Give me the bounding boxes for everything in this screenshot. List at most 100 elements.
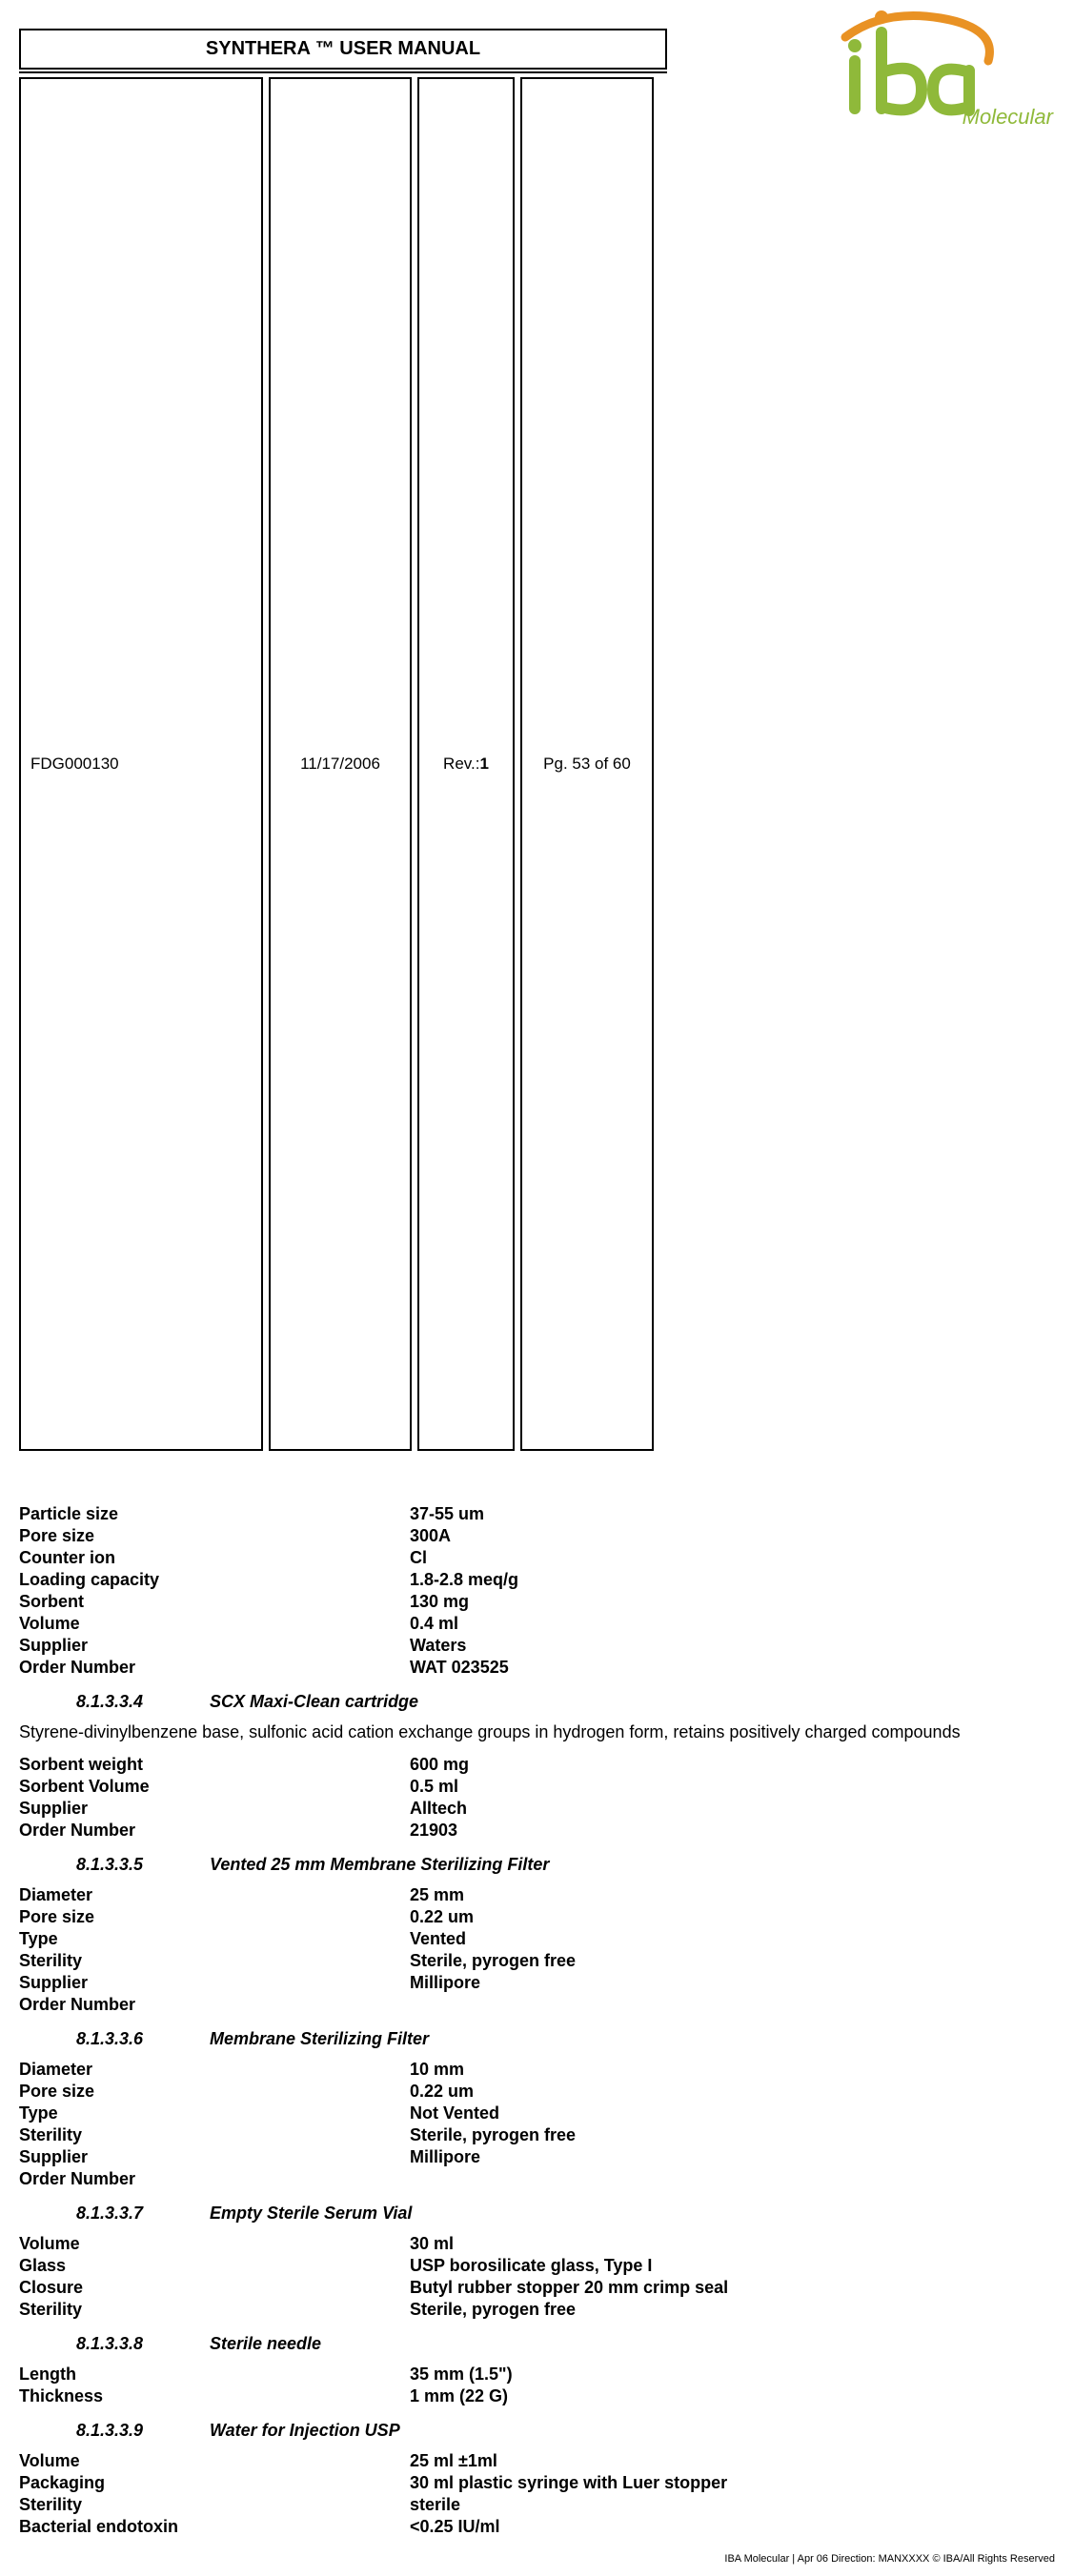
section-title: Water for Injection USP xyxy=(210,2421,1055,2441)
spec-value: 10 mm xyxy=(410,2059,1055,2081)
spec-row: Diameter25 mm xyxy=(19,1884,1055,1906)
section-number: 8.1.3.3.8 xyxy=(76,2334,210,2354)
spec-label: Pore size xyxy=(19,1525,410,1547)
spec-label: Bacterial endotoxin xyxy=(19,2516,410,2538)
spec-row: Volume25 ml ±1ml xyxy=(19,2450,1055,2472)
spec-value xyxy=(410,2168,1055,2190)
spec-value: 0.22 um xyxy=(410,2081,1055,2103)
spec-row: SupplierAlltech xyxy=(19,1798,1055,1820)
spec-label: Supplier xyxy=(19,2146,410,2168)
spec-label: Sorbent weight xyxy=(19,1754,410,1776)
spec-label: Length xyxy=(19,2364,410,2385)
spec-row: ClosureButyl rubber stopper 20 mm crimp … xyxy=(19,2277,1055,2299)
doc-revision: Rev.: 1 xyxy=(417,77,515,1451)
spec-label: Sterility xyxy=(19,2299,410,2321)
spec-label: Loading capacity xyxy=(19,1569,410,1591)
spec-row: Loading capacity1.8-2.8 meq/g xyxy=(19,1569,1055,1591)
spec-value: 130 mg xyxy=(410,1591,1055,1613)
spec-label: Sterility xyxy=(19,1950,410,1972)
spec-value: 0.5 ml xyxy=(410,1776,1055,1798)
spec-label: Supplier xyxy=(19,1635,410,1657)
spec-row: Particle size37-55 um xyxy=(19,1503,1055,1525)
spec-row: Order Number21903 xyxy=(19,1820,1055,1841)
spec-row: Pore size0.22 um xyxy=(19,2081,1055,2103)
spec-value: Waters xyxy=(410,1635,1055,1657)
spec-value: 35 mm (1.5") xyxy=(410,2364,1055,2385)
section-heading: 8.1.3.3.6 Membrane Sterilizing Filter xyxy=(76,2029,1055,2049)
spec-row: GlassUSP borosilicate glass, Type I xyxy=(19,2255,1055,2277)
spec-value: Butyl rubber stopper 20 mm crimp seal xyxy=(410,2277,1055,2299)
section-number: 8.1.3.3.4 xyxy=(76,1692,210,1712)
doc-number: FDG000130 xyxy=(19,77,263,1451)
spec-value: Millipore xyxy=(410,2146,1055,2168)
spec-value: 600 mg xyxy=(410,1754,1055,1776)
document-footer: IBA Molecular | Apr 06 Direction: MANXXX… xyxy=(724,2553,1055,2565)
section-heading: 8.1.3.3.7Empty Sterile Serum Vial xyxy=(76,2204,1055,2224)
spec-label: Order Number xyxy=(19,1994,410,2016)
section-heading: 8.1.3.3.4SCX Maxi-Clean cartridge xyxy=(76,1692,1055,1712)
document-header: SYNTHERA ™ USER MANUAL FDG000130 11/17/2… xyxy=(19,29,1055,1451)
section-number: 8.1.3.3.6 xyxy=(76,2029,210,2049)
spec-row: Sorbent Volume0.5 ml xyxy=(19,1776,1055,1798)
spec-row: SupplierMillipore xyxy=(19,2146,1055,2168)
spec-row: SterilitySterile, pyrogen free xyxy=(19,1950,1055,1972)
spec-value xyxy=(410,1994,1055,2016)
doc-page-number: Pg. 53 of 60 xyxy=(520,77,654,1451)
section-number: 8.1.3.3.9 xyxy=(76,2421,210,2441)
spec-value: Sterile, pyrogen free xyxy=(410,2124,1055,2146)
spec-row: Order Number xyxy=(19,1994,1055,2016)
spec-row: Packaging30 ml plastic syringe with Luer… xyxy=(19,2472,1055,2494)
spec-value: 21903 xyxy=(410,1820,1055,1841)
spec-label: Sterility xyxy=(19,2494,410,2516)
spec-label: Type xyxy=(19,2103,410,2124)
spec-row: Volume0.4 ml xyxy=(19,1613,1055,1635)
spec-row: SterilitySterile, pyrogen free xyxy=(19,2299,1055,2321)
spec-row: TypeNot Vented xyxy=(19,2103,1055,2124)
spec-label: Supplier xyxy=(19,1798,410,1820)
spec-label: Thickness xyxy=(19,2385,410,2407)
spec-value: 30 ml xyxy=(410,2233,1055,2255)
spec-label: Type xyxy=(19,1928,410,1950)
spec-row: TypeVented xyxy=(19,1928,1055,1950)
section-heading: 8.1.3.3.8Sterile needle xyxy=(76,2334,1055,2354)
spec-value: Cl xyxy=(410,1547,1055,1569)
doc-date: 11/17/2006 xyxy=(269,77,412,1451)
spec-value: 25 mm xyxy=(410,1884,1055,1906)
spec-label: Counter ion xyxy=(19,1547,410,1569)
spec-value: <0.25 IU/ml xyxy=(410,2516,1055,2538)
spec-value: 37-55 um xyxy=(410,1503,1055,1525)
section-heading: 8.1.3.3.5Vented 25 mm Membrane Sterilizi… xyxy=(76,1855,1055,1875)
spec-label: Packaging xyxy=(19,2472,410,2494)
section-title: Empty Sterile Serum Vial xyxy=(210,2204,1055,2224)
document-title: SYNTHERA ™ USER MANUAL xyxy=(19,29,667,70)
spec-row: SterilitySterile, pyrogen free xyxy=(19,2124,1055,2146)
document-meta-row: FDG000130 11/17/2006 Rev.: 1 Pg. 53 of 6… xyxy=(19,77,667,1451)
section-title: Membrane Sterilizing Filter xyxy=(210,2029,1055,2049)
spec-row: Bacterial endotoxin<0.25 IU/ml xyxy=(19,2516,1055,2538)
spec-row: Sorbent130 mg xyxy=(19,1591,1055,1613)
spec-value: 25 ml ±1ml xyxy=(410,2450,1055,2472)
spec-label: Order Number xyxy=(19,1657,410,1679)
spec-label: Volume xyxy=(19,2233,410,2255)
spec-row: SupplierMillipore xyxy=(19,1972,1055,1994)
logo-subtext: Molecular xyxy=(963,105,1055,129)
spec-row: Sorbent weight600 mg xyxy=(19,1754,1055,1776)
spec-label: Sterility xyxy=(19,2124,410,2146)
spec-value: 30 ml plastic syringe with Luer stopper xyxy=(410,2472,1055,2494)
spec-value: 1.8-2.8 meq/g xyxy=(410,1569,1055,1591)
spec-value: Vented xyxy=(410,1928,1055,1950)
spec-label: Pore size xyxy=(19,2081,410,2103)
spec-label: Volume xyxy=(19,1613,410,1635)
spec-label: Sorbent Volume xyxy=(19,1776,410,1798)
brand-logo: Molecular xyxy=(826,4,1055,137)
spec-value: Sterile, pyrogen free xyxy=(410,2299,1055,2321)
spec-label: Order Number xyxy=(19,1820,410,1841)
spec-label: Volume xyxy=(19,2450,410,2472)
spec-value: USP borosilicate glass, Type I xyxy=(410,2255,1055,2277)
spec-row: Thickness1 mm (22 G) xyxy=(19,2385,1055,2407)
spec-value: Millipore xyxy=(410,1972,1055,1994)
spec-value: 1 mm (22 G) xyxy=(410,2385,1055,2407)
section-title: SCX Maxi-Clean cartridge xyxy=(210,1692,1055,1712)
document-body: Particle size37-55 umPore size300ACounte… xyxy=(19,1503,1055,2538)
section-number: 8.1.3.3.5 xyxy=(76,1855,210,1875)
